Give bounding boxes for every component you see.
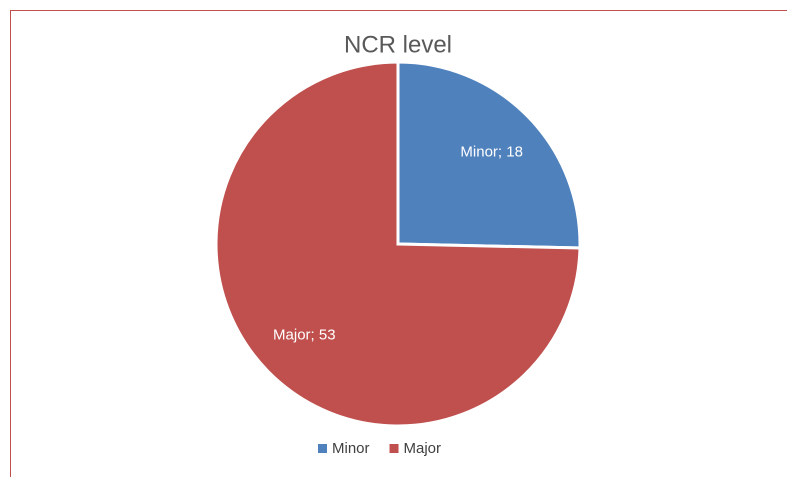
pie-slice bbox=[396, 60, 582, 250]
legend-label: Minor bbox=[332, 440, 370, 457]
pie: Minor; 18 Major; 53 bbox=[214, 60, 582, 428]
legend-swatch bbox=[318, 444, 327, 453]
chart-title: NCR level bbox=[344, 31, 452, 58]
legend-swatch bbox=[389, 444, 399, 453]
data-label: Minor; 18 bbox=[460, 143, 523, 160]
legend-label: Major bbox=[404, 440, 442, 457]
data-label: Major; 53 bbox=[273, 327, 336, 344]
chart-border bbox=[10, 10, 787, 477]
legend: Minor Major bbox=[318, 440, 441, 457]
pie-slice bbox=[214, 60, 582, 428]
